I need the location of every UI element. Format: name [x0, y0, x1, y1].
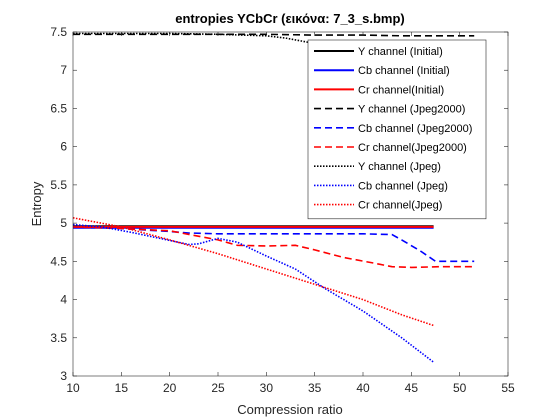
x-tick-label: 10 [66, 381, 80, 395]
legend-label-0: Y channel (Initial) [358, 46, 443, 58]
legend-label-6: Y channel (Jpeg) [358, 161, 441, 173]
legend-label-4: Cb channel (Jpeg2000) [358, 123, 472, 135]
chart-title: entropies YCbCr (εικόνα: 7_3_s.bmp) [175, 11, 405, 26]
y-tick-label: 3.5 [50, 331, 67, 345]
x-tick-label: 35 [308, 381, 322, 395]
legend: Y channel (Initial) Cb channel (Initial) C… [307, 39, 487, 220]
x-tick-label: 30 [260, 381, 274, 395]
y-tick-label: 6.5 [50, 101, 67, 115]
y-tick-label: 6 [60, 140, 67, 154]
legend-label-7: Cb channel (Jpeg) [358, 180, 448, 192]
axes-box [72, 31, 509, 377]
y-tick-label: 5.5 [50, 178, 67, 192]
x-tick-label: 50 [453, 381, 467, 395]
series-line-4 [72, 226, 475, 263]
y-tick-label: 3 [60, 369, 67, 383]
legend-label-1: Cb channel (Initial) [358, 65, 450, 77]
x-tick-label: 20 [163, 381, 177, 395]
legend-label-8: Cr channel(Jpeg) [358, 200, 442, 212]
series-line-5 [72, 226, 475, 269]
y-tick-label: 4.5 [50, 254, 67, 268]
x-tick-label: 45 [405, 381, 419, 395]
y-axis-label: Entropy [29, 181, 44, 226]
x-tick-label: 40 [356, 381, 370, 395]
x-tick-label: 55 [501, 381, 515, 395]
legend-label-5: Cr channel(Jpeg2000) [358, 142, 467, 154]
x-tick-label: 15 [115, 381, 129, 395]
y-tick-label: 5 [60, 216, 67, 230]
legend-box [307, 39, 487, 220]
x-axis-label: Compression ratio [237, 402, 343, 417]
series-line-7 [72, 223, 435, 363]
y-tick-label: 7 [60, 63, 67, 77]
y-tick-label: 4 [60, 293, 67, 307]
axes-layer: 10 15 20 25 30 35 40 45 50 55 3 3.5 4 4.5 5 5.5 6 6.5 7 7.5 [50, 25, 515, 395]
legend-label-2: Cr channel(Initial) [358, 84, 444, 96]
legend-label-3: Y channel (Jpeg2000) [358, 104, 465, 116]
y-tick-label: 7.5 [50, 25, 67, 39]
x-tick-label: 25 [211, 381, 225, 395]
